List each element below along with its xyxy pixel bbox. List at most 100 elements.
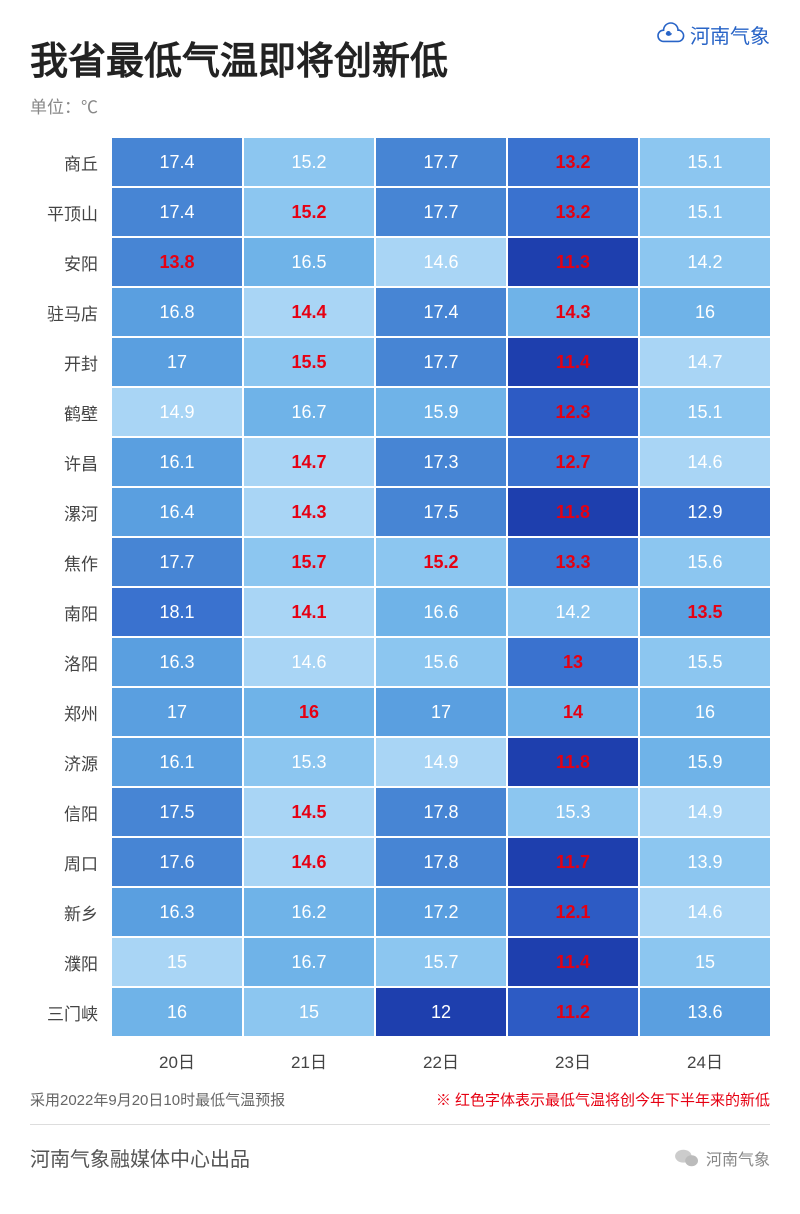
date-label: 23日 [508, 1042, 638, 1079]
unit-label: 单位：℃ [30, 93, 770, 118]
temp-cell: 17.6 [112, 838, 242, 886]
temp-cell: 15.5 [244, 338, 374, 386]
temp-cell: 17.3 [376, 438, 506, 486]
temp-cell: 14.3 [244, 488, 374, 536]
city-label: 洛阳 [30, 638, 110, 686]
city-label: 济源 [30, 738, 110, 786]
city-label: 鹤壁 [30, 388, 110, 436]
temp-cell: 13.8 [112, 238, 242, 286]
city-label: 开封 [30, 338, 110, 386]
temp-cell: 15.7 [376, 938, 506, 986]
temp-cell: 15.2 [244, 138, 374, 186]
temp-cell: 13 [508, 638, 638, 686]
temp-cell: 16.5 [244, 238, 374, 286]
temp-cell: 15.6 [640, 538, 770, 586]
temp-cell: 13.5 [640, 588, 770, 636]
cloud-icon [654, 22, 686, 48]
temp-cell: 11.8 [508, 488, 638, 536]
temp-cell: 16.1 [112, 738, 242, 786]
temp-cell: 16 [112, 988, 242, 1036]
temp-cell: 15.2 [376, 538, 506, 586]
city-label: 信阳 [30, 788, 110, 836]
temp-cell: 14.4 [244, 288, 374, 336]
footer-brand-text: 河南气象 [706, 1146, 770, 1170]
temp-cell: 14.6 [376, 238, 506, 286]
temp-cell: 11.2 [508, 988, 638, 1036]
city-label: 新乡 [30, 888, 110, 936]
date-label: 24日 [640, 1042, 770, 1079]
temp-cell: 15.6 [376, 638, 506, 686]
temp-cell: 17.4 [112, 188, 242, 236]
city-label: 焦作 [30, 538, 110, 586]
temp-cell: 14.7 [640, 338, 770, 386]
temp-cell: 16 [640, 688, 770, 736]
temp-cell: 16.3 [112, 638, 242, 686]
temp-cell: 14.6 [244, 838, 374, 886]
temp-cell: 11.4 [508, 938, 638, 986]
temp-cell: 11.3 [508, 238, 638, 286]
temp-cell: 16.2 [244, 888, 374, 936]
temp-cell: 14.3 [508, 288, 638, 336]
temp-cell: 15.1 [640, 138, 770, 186]
footer: 河南气象融媒体中心出品 河南气象 [30, 1125, 770, 1172]
temp-cell: 16.7 [244, 938, 374, 986]
temp-cell: 12.1 [508, 888, 638, 936]
temp-cell: 14.7 [244, 438, 374, 486]
city-label: 濮阳 [30, 938, 110, 986]
source-row: 采用2022年9月20日10时最低气温预报 ※ 红色字体表示最低气温将创今年下半… [30, 1089, 770, 1110]
city-label: 三门峡 [30, 988, 110, 1036]
temp-cell: 15 [640, 938, 770, 986]
temp-cell: 18.1 [112, 588, 242, 636]
temp-cell: 12.3 [508, 388, 638, 436]
city-label: 周口 [30, 838, 110, 886]
temp-cell: 16.7 [244, 388, 374, 436]
temp-cell: 13.2 [508, 188, 638, 236]
temp-cell: 16 [244, 688, 374, 736]
temp-cell: 17.4 [112, 138, 242, 186]
temp-cell: 14.9 [376, 738, 506, 786]
temp-cell: 17.5 [376, 488, 506, 536]
temp-cell: 14.9 [112, 388, 242, 436]
temp-cell: 11.8 [508, 738, 638, 786]
column-labels: 20日21日22日23日24日 [30, 1042, 770, 1079]
footer-brand: 河南气象 [674, 1146, 770, 1170]
temp-cell: 15.2 [244, 188, 374, 236]
temp-cell: 16.6 [376, 588, 506, 636]
temp-cell: 11.7 [508, 838, 638, 886]
temp-cell: 13.9 [640, 838, 770, 886]
temp-cell: 13.6 [640, 988, 770, 1036]
temp-cell: 15 [112, 938, 242, 986]
temp-cell: 15.9 [376, 388, 506, 436]
city-label: 南阳 [30, 588, 110, 636]
temp-cell: 12.7 [508, 438, 638, 486]
temp-cell: 16.3 [112, 888, 242, 936]
city-label: 驻马店 [30, 288, 110, 336]
temp-cell: 17.5 [112, 788, 242, 836]
temp-cell: 14.9 [640, 788, 770, 836]
temp-cell: 11.4 [508, 338, 638, 386]
temp-cell: 13.3 [508, 538, 638, 586]
temp-cell: 15.3 [508, 788, 638, 836]
date-label: 21日 [244, 1042, 374, 1079]
temp-cell: 17.4 [376, 288, 506, 336]
temp-cell: 14.5 [244, 788, 374, 836]
temp-cell: 14.2 [508, 588, 638, 636]
temp-cell: 17 [112, 688, 242, 736]
temp-cell: 16.4 [112, 488, 242, 536]
city-label: 安阳 [30, 238, 110, 286]
temp-cell: 12 [376, 988, 506, 1036]
temp-cell: 16.1 [112, 438, 242, 486]
weather-heatmap-card: 河南气象 我省最低气温即将创新低 单位：℃ 商丘17.415.217.713.2… [0, 0, 800, 1192]
date-label: 22日 [376, 1042, 506, 1079]
brand-logo-top: 河南气象 [654, 20, 770, 49]
city-label: 平顶山 [30, 188, 110, 236]
temp-cell: 15.9 [640, 738, 770, 786]
temp-cell: 14.6 [640, 438, 770, 486]
data-source: 采用2022年9月20日10时最低气温预报 [30, 1089, 285, 1110]
producer-text: 河南气象融媒体中心出品 [30, 1143, 250, 1172]
temp-cell: 17.7 [376, 338, 506, 386]
temp-cell: 15.3 [244, 738, 374, 786]
wechat-icon [674, 1147, 700, 1169]
temp-cell: 17.8 [376, 788, 506, 836]
city-label: 漯河 [30, 488, 110, 536]
